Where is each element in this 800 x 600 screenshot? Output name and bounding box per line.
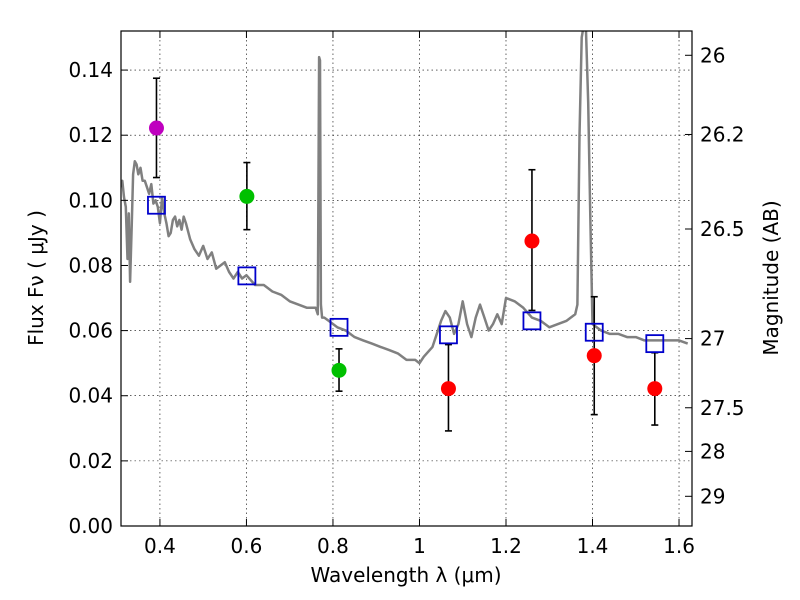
y-tick-label: 0.14 [68, 58, 113, 82]
spectrum-line [121, 31, 689, 365]
model-square [237, 266, 257, 286]
y2-tick-label: 26.2 [700, 122, 745, 146]
observed-point [647, 381, 663, 397]
y-axis-title: Flux Fν ( μJy ) [24, 210, 48, 346]
observed-point [331, 362, 347, 378]
y2-tick-label: 26.5 [700, 217, 745, 241]
y-axis-right: 26 26.2 26.5 27 27.5 28 29 [685, 43, 745, 508]
x-axis-title: Wavelength λ (μm) [310, 563, 501, 587]
x-tick-label: 1.2 [490, 534, 522, 558]
model-square [522, 311, 542, 331]
y2-tick-label: 29 [700, 484, 725, 508]
y-tick-label: 0.08 [68, 253, 113, 277]
model-square [329, 317, 349, 337]
x-tick-label: 1.4 [577, 534, 609, 558]
grid-lines [121, 31, 692, 526]
y-tick-label: 0.04 [68, 384, 113, 408]
y2-tick-label: 27 [700, 327, 725, 351]
x-tick-label: 0.6 [231, 534, 263, 558]
errorbar-layer [152, 77, 659, 432]
observed-point [239, 188, 255, 204]
y2-tick-label: 26 [700, 43, 725, 67]
spectrum-layer [121, 31, 689, 365]
y2-tick-label: 27.5 [700, 396, 745, 420]
observed-point [440, 381, 456, 397]
model-square [645, 334, 665, 354]
x-tick-label: 1 [413, 534, 426, 558]
y-tick-label: 0.00 [68, 514, 113, 538]
observed-point [524, 233, 540, 249]
y-axis-left: 0.00 0.02 0.04 0.06 0.08 0.10 0.12 0.14 [68, 58, 128, 538]
observed-point [586, 348, 602, 364]
plot-frame [120, 30, 693, 527]
y2-axis-title: Magnitude (AB) [759, 200, 783, 355]
x-tick-label: 0.4 [144, 534, 176, 558]
x-tick-label: 1.6 [663, 534, 695, 558]
x-tick-label: 0.8 [317, 534, 349, 558]
y2-tick-label: 28 [700, 439, 725, 463]
model-square [439, 325, 458, 345]
y-tick-label: 0.12 [68, 123, 113, 147]
y-tick-label: 0.02 [68, 449, 113, 473]
y-tick-label: 0.06 [68, 319, 113, 343]
model-square [584, 322, 604, 342]
x-axis: 0.4 0.6 0.8 1 1.2 1.4 1.6 [144, 31, 695, 558]
observed-point [148, 120, 164, 136]
model-square [147, 195, 166, 215]
y-tick-label: 0.10 [68, 188, 113, 212]
marker-layer [147, 120, 665, 397]
